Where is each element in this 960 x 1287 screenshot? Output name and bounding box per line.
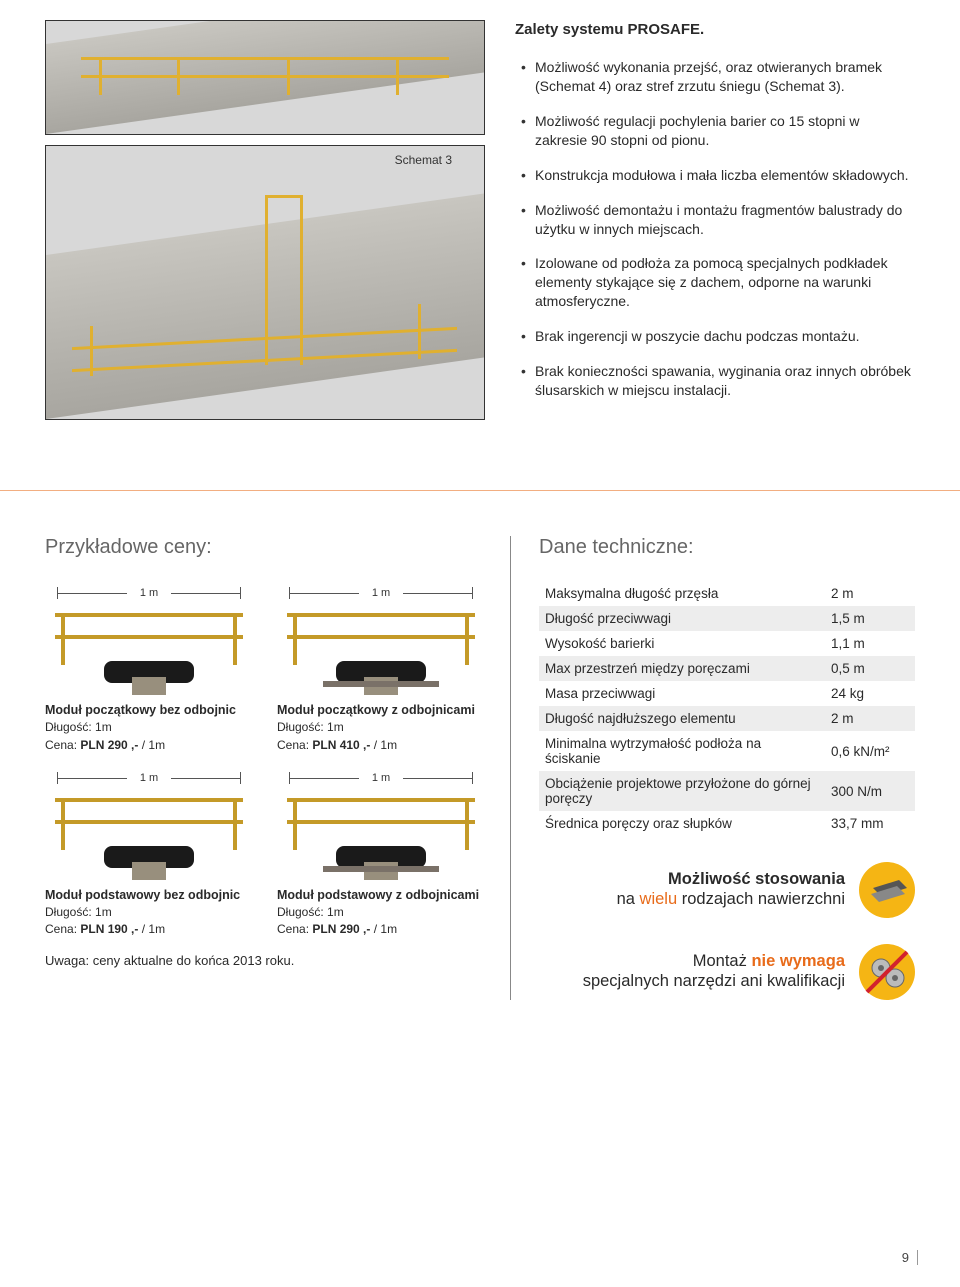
bullet-item: Konstrukcja modułowa i mała liczba eleme… bbox=[515, 166, 915, 185]
callout-text: Możliwość stosowania bbox=[668, 870, 845, 888]
module-thumb: 1 m bbox=[277, 581, 485, 701]
advantages-list: Możliwość wykonania przejść, oraz otwier… bbox=[515, 58, 915, 400]
module-thumb: 1 m bbox=[45, 581, 253, 701]
table-row: Max przestrzeń między poręczami0,5 m bbox=[539, 656, 915, 681]
module-length: Długość: 1m bbox=[277, 719, 485, 736]
dimension-label: 1 m bbox=[137, 772, 161, 784]
tech-heading: Dane techniczne: bbox=[539, 536, 915, 559]
table-row: Obciążenie projektowe przyłożone do górn… bbox=[539, 771, 915, 811]
dimension-label: 1 m bbox=[369, 587, 393, 599]
callout-tools: Montaż nie wymaga specjalnych narzędzi a… bbox=[539, 944, 915, 1000]
price-note: Uwaga: ceny aktualne do końca 2013 roku. bbox=[45, 953, 485, 968]
module-thumb: 1 m bbox=[45, 766, 253, 886]
bullet-item: Izolowane od podłoża za pomocą specjalny… bbox=[515, 254, 915, 311]
schemat-3-label: Schemat 3 bbox=[391, 152, 456, 168]
divider-rule bbox=[0, 490, 960, 491]
table-row: Długość najdłuższego elementu2 m bbox=[539, 706, 915, 731]
tools-badge-icon bbox=[859, 944, 915, 1000]
table-row: Średnica poręczy oraz słupków33,7 mm bbox=[539, 811, 915, 836]
table-row: Minimalna wytrzymałość podłoża na ściska… bbox=[539, 731, 915, 771]
bullet-item: Możliwość regulacji pochylenia barier co… bbox=[515, 112, 915, 150]
module-name: Moduł początkowy bez odbojnic bbox=[45, 701, 253, 719]
dimension-label: 1 m bbox=[137, 587, 161, 599]
module-price: Cena: PLN 290 ,- / 1m bbox=[277, 921, 485, 938]
bullet-item: Brak konieczności spawania, wyginania or… bbox=[515, 362, 915, 400]
callout-surfaces: Możliwość stosowania na wielu rodzajach … bbox=[539, 862, 915, 918]
dimension-label: 1 m bbox=[369, 772, 393, 784]
advantages-text: Zalety systemu PROSAFE. Możliwość wykona… bbox=[515, 20, 915, 430]
price-modules-grid: 1 m Moduł początkowy bez odbojnic Długoś… bbox=[45, 581, 485, 939]
schematic-images: Schemat 4 Schemat 3 bbox=[45, 20, 485, 430]
module-thumb: 1 m bbox=[277, 766, 485, 886]
tech-spec-table: Maksymalna długość przęsła2 m Długość pr… bbox=[539, 581, 915, 836]
advantages-title: Zalety systemu PROSAFE. bbox=[515, 20, 915, 40]
module-cell: 1 m Moduł podstawowy bez odbojnic Długoś… bbox=[45, 766, 253, 939]
bullet-item: Brak ingerencji w poszycie dachu podczas… bbox=[515, 327, 915, 346]
module-cell: 1 m Moduł początkowy bez odbojnic Długoś… bbox=[45, 581, 253, 754]
bullet-item: Możliwość demontażu i montażu fragmentów… bbox=[515, 201, 915, 239]
page-number: 9 bbox=[902, 1250, 918, 1265]
module-length: Długość: 1m bbox=[45, 904, 253, 921]
table-row: Maksymalna długość przęsła2 m bbox=[539, 581, 915, 606]
schematic-3-render bbox=[45, 20, 485, 135]
module-name: Moduł podstawowy bez odbojnic bbox=[45, 886, 253, 904]
module-name: Moduł początkowy z odbojnicami bbox=[277, 701, 485, 719]
module-price: Cena: PLN 410 ,- / 1m bbox=[277, 737, 485, 754]
table-row: Wysokość barierki1,1 m bbox=[539, 631, 915, 656]
module-price: Cena: PLN 290 ,- / 1m bbox=[45, 737, 253, 754]
module-name: Moduł podstawowy z odbojnicami bbox=[277, 886, 485, 904]
table-row: Masa przeciwwagi24 kg bbox=[539, 681, 915, 706]
module-length: Długość: 1m bbox=[45, 719, 253, 736]
module-price: Cena: PLN 190 ,- / 1m bbox=[45, 921, 253, 938]
surfaces-badge-icon bbox=[859, 862, 915, 918]
bullet-item: Możliwość wykonania przejść, oraz otwier… bbox=[515, 58, 915, 96]
schematic-4-render: Schemat 4 Schemat 3 bbox=[45, 145, 485, 420]
table-row: Długość przeciwwagi1,5 m bbox=[539, 606, 915, 631]
prices-heading: Przykładowe ceny: bbox=[45, 536, 485, 559]
module-cell: 1 m Moduł początkowy z odbojnicami Długo… bbox=[277, 581, 485, 754]
module-cell: 1 m Moduł podstawowy z odbojnicami Długo… bbox=[277, 766, 485, 939]
module-length: Długość: 1m bbox=[277, 904, 485, 921]
